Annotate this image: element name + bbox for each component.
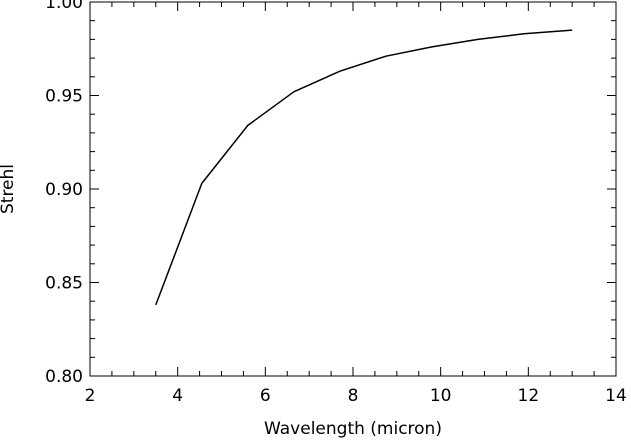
y-axis-title: Strehl — [0, 164, 18, 214]
x-tick-label: 2 — [85, 386, 96, 406]
y-axis-ticks — [90, 1, 616, 377]
x-axis-title: Wavelength (micron) — [264, 419, 442, 439]
plot-frame — [89, 1, 617, 377]
y-tick-label: 0.80 — [45, 367, 83, 387]
series-layer — [155, 29, 573, 306]
y-tick-label: 1.00 — [45, 0, 83, 13]
x-tick-label: 10 — [430, 386, 452, 406]
x-tick-label: 12 — [518, 386, 540, 406]
y-tick-label: 0.95 — [45, 87, 83, 107]
y-tick-label: 0.85 — [45, 274, 83, 294]
x-tick-label: 8 — [348, 386, 359, 406]
x-tick-label: 6 — [260, 386, 271, 406]
series-line-0 — [155, 29, 573, 306]
x-axis-ticks — [89, 2, 617, 376]
x-axis-tick-labels: 2 4 6 8 10 12 14 — [85, 386, 627, 406]
x-tick-label: 4 — [172, 386, 183, 406]
y-tick-label: 0.90 — [45, 180, 83, 200]
y-axis-tick-labels: 0.80 0.85 0.90 0.95 1.00 — [45, 0, 83, 387]
x-tick-label: 14 — [605, 386, 627, 406]
